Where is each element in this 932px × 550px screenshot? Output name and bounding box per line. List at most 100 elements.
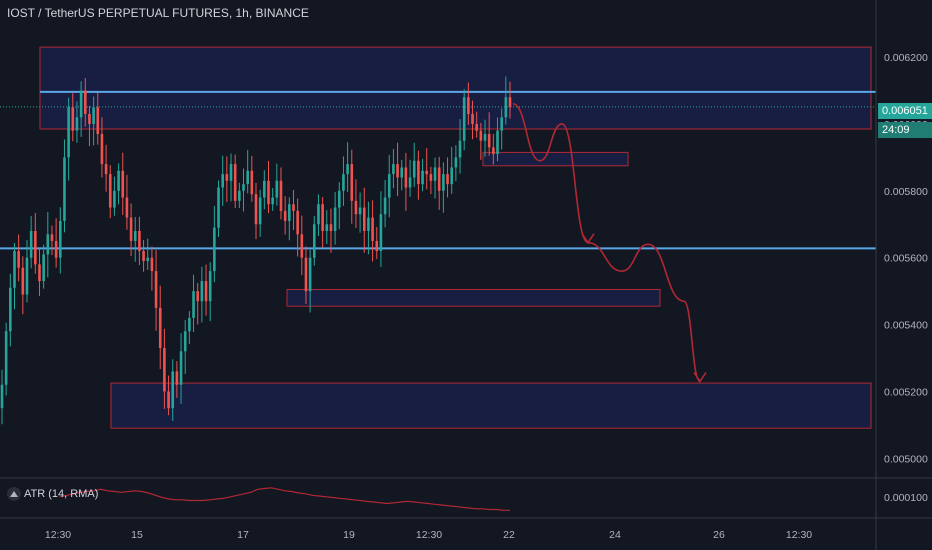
candle-body [175,371,179,385]
candle-body [58,220,62,258]
time-axis-tick: 15 [131,529,143,541]
candle-body [483,134,487,141]
candle-body [321,204,324,231]
candle-body [21,267,25,295]
candle-body [437,167,441,191]
candle-body [317,204,320,225]
candle-body [150,257,154,272]
candle-body [354,200,358,215]
candle-body [412,160,416,178]
candle-body [371,217,374,241]
candle-body [263,180,266,198]
candle-body [471,113,474,124]
candle-body [379,214,383,252]
candle-body [50,234,54,241]
candle-body [304,257,308,292]
candle-body [192,291,195,318]
candle-body [329,224,333,231]
candle-body [142,251,145,262]
time-axis-tick: 24 [609,529,621,541]
candle-body [362,207,366,231]
candle-body [508,97,512,108]
candle-body [25,257,29,295]
candle-body [92,107,95,124]
indicator-icon[interactable] [7,487,21,501]
candle-body [129,217,133,241]
time-axis-tick: 22 [503,529,515,541]
candle-body [446,174,449,185]
candle-body [29,230,33,258]
candle-body [217,187,220,228]
candle-body [167,391,170,409]
candle-body [154,271,158,308]
candle-body [462,97,466,141]
candle-body [213,227,216,272]
chart-title: IOST / TetherUS PERPETUAL FUTURES, 1h, B… [7,6,309,20]
candle-body [325,224,329,231]
candle-body [54,240,58,258]
candle-body [288,204,291,221]
time-axis-tick: 12:30 [45,529,71,541]
candle-body [238,190,241,201]
projection-path [512,103,701,383]
candle-body [0,384,4,409]
candle-body [292,204,295,211]
candle-body [254,194,258,225]
candle-body [358,207,362,215]
price-axis-tick: 0.005600 [884,253,928,265]
time-axis-tick: 17 [237,529,249,541]
candle-body [275,180,279,198]
candle-body [246,170,249,185]
current-price-badge: 0.006051 [878,103,932,119]
candle-body [267,180,270,205]
candle-body [250,170,254,195]
atr-line [59,487,510,511]
candle-body [179,351,183,385]
candle-body [387,174,391,198]
candle-body [104,164,108,175]
candle-body [300,234,304,258]
candle-body [504,97,508,118]
candle-body [408,177,412,188]
candle-body [467,97,470,114]
candle-body [404,167,408,188]
candle-body [46,234,50,255]
candle-body [204,281,208,302]
projection-arrowhead [581,233,595,245]
candle-body [425,170,429,175]
candle-body [188,317,191,332]
candle-body [113,190,116,208]
candle-body [133,230,137,241]
horizontal-levels [0,90,876,250]
candle-body [83,90,87,114]
candle-body [392,164,395,175]
zone-rect [39,46,872,130]
candle-body [475,123,478,131]
candle-body [400,167,404,178]
atr-pane [59,487,510,511]
candle-body [121,170,125,198]
price-axis-tick: 0.005000 [884,453,928,465]
candle-body [200,281,204,302]
candle-body [183,331,187,352]
candle-body [367,217,370,231]
candle-body [208,271,212,302]
atr-indicator-legend[interactable]: ATR (14, RMA) [7,487,98,501]
bar-countdown-value: 24:09 [882,124,910,136]
candle-body [158,307,162,348]
price-axis-tick: 0.005200 [884,386,928,398]
candle-body [271,197,274,205]
candle-body [96,107,100,135]
zone-rect [482,151,629,167]
candle-body [42,254,45,282]
candle-body [337,190,341,208]
candle-body [196,291,200,302]
candle-body [4,331,8,385]
price-axis-tick: 0.006200 [884,52,928,64]
zone-rect [286,288,661,307]
candle-body [75,117,79,131]
atr-axis-tick: 0.000100 [884,492,928,504]
price-axis-tick: 0.005400 [884,320,928,332]
bar-countdown-badge: 24:09 [878,122,932,138]
